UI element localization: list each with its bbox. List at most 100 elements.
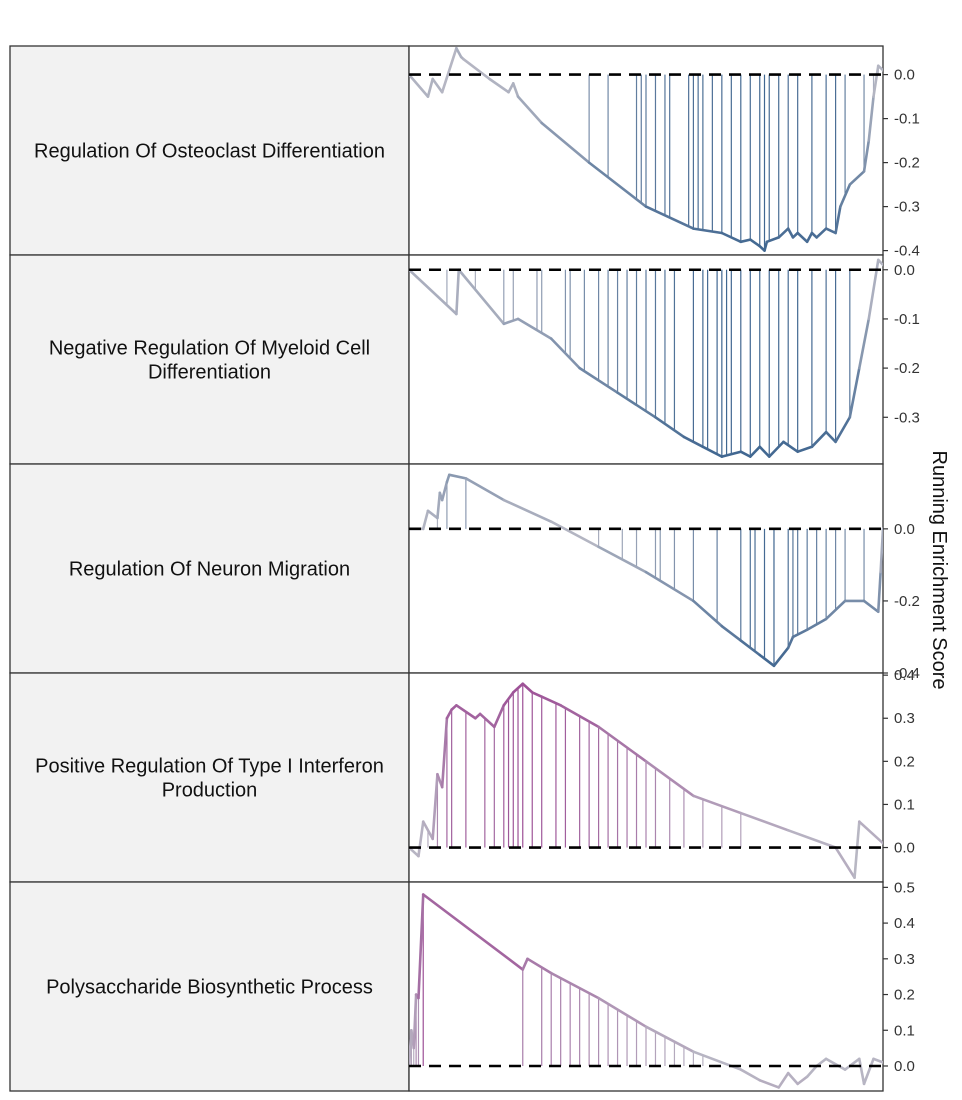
- curve-segment: [834, 205, 842, 235]
- curve-segment: [758, 1078, 781, 1089]
- curve-segment: [431, 772, 439, 841]
- y-tick-label: -0.2: [894, 593, 920, 610]
- y-tick-label: 0.0: [894, 67, 915, 84]
- curve-segment: [502, 691, 515, 707]
- curve-segment: [748, 445, 762, 458]
- panel-3: Regulation Of Neuron Migration 0.0 -0.2 -0.…: [9, 463, 920, 682]
- curve-segment: [644, 570, 695, 603]
- curve-segment: [412, 993, 418, 1050]
- curve-segment: [417, 893, 425, 1000]
- curve-segment: [530, 691, 544, 699]
- curve-segment: [644, 1025, 695, 1054]
- panel-2: Negative Regulation Of Myeloid Cell Diffe…: [9, 254, 920, 465]
- panel-label-strip: [9, 672, 410, 883]
- y-tick-label: 0.4: [894, 667, 915, 684]
- curve-segment: [867, 95, 875, 142]
- curve-segment: [862, 1057, 875, 1086]
- curve-segment: [834, 846, 856, 879]
- panel-label-strip: [9, 45, 410, 256]
- curve-segment: [805, 231, 814, 244]
- y-tick-label: 0.2: [894, 753, 915, 770]
- panel-title: Regulation Of Osteoclast Differentiation: [34, 141, 385, 163]
- curve-segment: [488, 77, 510, 94]
- curve-segment: [748, 238, 762, 248]
- curve-segment: [876, 570, 882, 614]
- curve-segment: [739, 450, 752, 458]
- y-tick-label: 0.0: [894, 1058, 915, 1075]
- curve-segment: [478, 712, 496, 729]
- curve-segment: [455, 46, 463, 59]
- y-tick-label: 0.0: [894, 262, 915, 279]
- y-tick-label: 0.1: [894, 796, 915, 813]
- curve-segment: [559, 704, 600, 729]
- curve-segment: [810, 430, 828, 449]
- panel-title: Polysaccharide Biosynthetic Process: [46, 977, 373, 999]
- y-tick-label: -0.2: [894, 360, 920, 377]
- curve-segment: [765, 236, 781, 244]
- panel-5: Polysaccharide Biosynthetic Process 0.5 0.…: [9, 879, 915, 1092]
- y-tick-label: -0.3: [894, 199, 920, 216]
- curve-segment: [782, 440, 799, 454]
- curve-segment: [447, 473, 468, 480]
- curve-segment: [445, 708, 453, 720]
- curve-segment: [767, 440, 785, 458]
- curve-segment: [839, 183, 852, 208]
- curve-segment: [720, 450, 743, 458]
- curve-segment: [455, 268, 461, 316]
- curve-segment: [502, 317, 520, 326]
- curve-segment: [692, 227, 724, 235]
- curve-segment: [426, 509, 439, 520]
- y-tick-label: -0.2: [894, 155, 920, 172]
- curve-segment: [857, 1057, 866, 1086]
- curve-segment: [493, 704, 506, 729]
- y-tick-label: 0.1: [894, 1022, 915, 1039]
- curve-segment: [644, 205, 695, 230]
- curve-segment: [872, 64, 880, 98]
- panel-1: Regulation Of Osteoclast Differentiation…: [9, 45, 920, 260]
- y-tick-label: 0.3: [894, 710, 915, 727]
- curve-segment: [739, 811, 790, 832]
- curve-segment: [440, 716, 449, 789]
- curve-segment: [805, 1064, 818, 1079]
- curve-segment: [692, 599, 724, 628]
- y-tick-label: -0.4: [894, 665, 920, 682]
- curve-segment: [872, 1057, 883, 1064]
- curve-segment: [739, 1068, 762, 1082]
- curve-segment: [720, 231, 743, 244]
- curve-segment: [421, 820, 435, 841]
- curve-segment: [876, 258, 883, 267]
- curve-segment: [426, 77, 435, 98]
- curve-segment: [511, 682, 525, 694]
- curve-segment: [862, 599, 880, 614]
- curve-segment: [540, 121, 591, 164]
- curve-segment: [457, 268, 506, 326]
- y-tick-label: 0.2: [894, 987, 915, 1004]
- curve-segment: [848, 366, 861, 419]
- curve-segment: [597, 996, 648, 1028]
- y-tick-label: -0.3: [894, 409, 920, 426]
- curve-segment: [701, 445, 724, 458]
- curve-segment: [409, 846, 420, 858]
- curve-segment: [824, 430, 837, 444]
- plot-area: [408, 463, 884, 674]
- y-tick-label: 0.0: [894, 521, 915, 538]
- curve-segment: [502, 498, 553, 523]
- curve-segment: [862, 139, 871, 173]
- curve-segment: [786, 227, 795, 239]
- curve-segment: [876, 64, 883, 72]
- panel-title: Regulation Of Neuron Migration: [69, 559, 350, 581]
- panel-label-strip: [9, 881, 410, 1092]
- curve-segment: [682, 435, 705, 449]
- curve-segment: [879, 527, 883, 574]
- curve-segment: [549, 520, 600, 549]
- panel-4: Positive Regulation Of Type I Interferon…: [9, 667, 915, 883]
- curve-segment: [587, 161, 648, 208]
- curve-segment: [739, 639, 762, 657]
- y-tick-label: -0.1: [894, 311, 920, 328]
- panel-title: Negative Regulation Of Myeloid Cell Diffe…: [49, 338, 370, 384]
- curve-segment: [462, 57, 491, 81]
- curve-segment: [511, 82, 520, 98]
- curve-segment: [578, 366, 619, 394]
- y-tick-label: -0.1: [894, 111, 920, 128]
